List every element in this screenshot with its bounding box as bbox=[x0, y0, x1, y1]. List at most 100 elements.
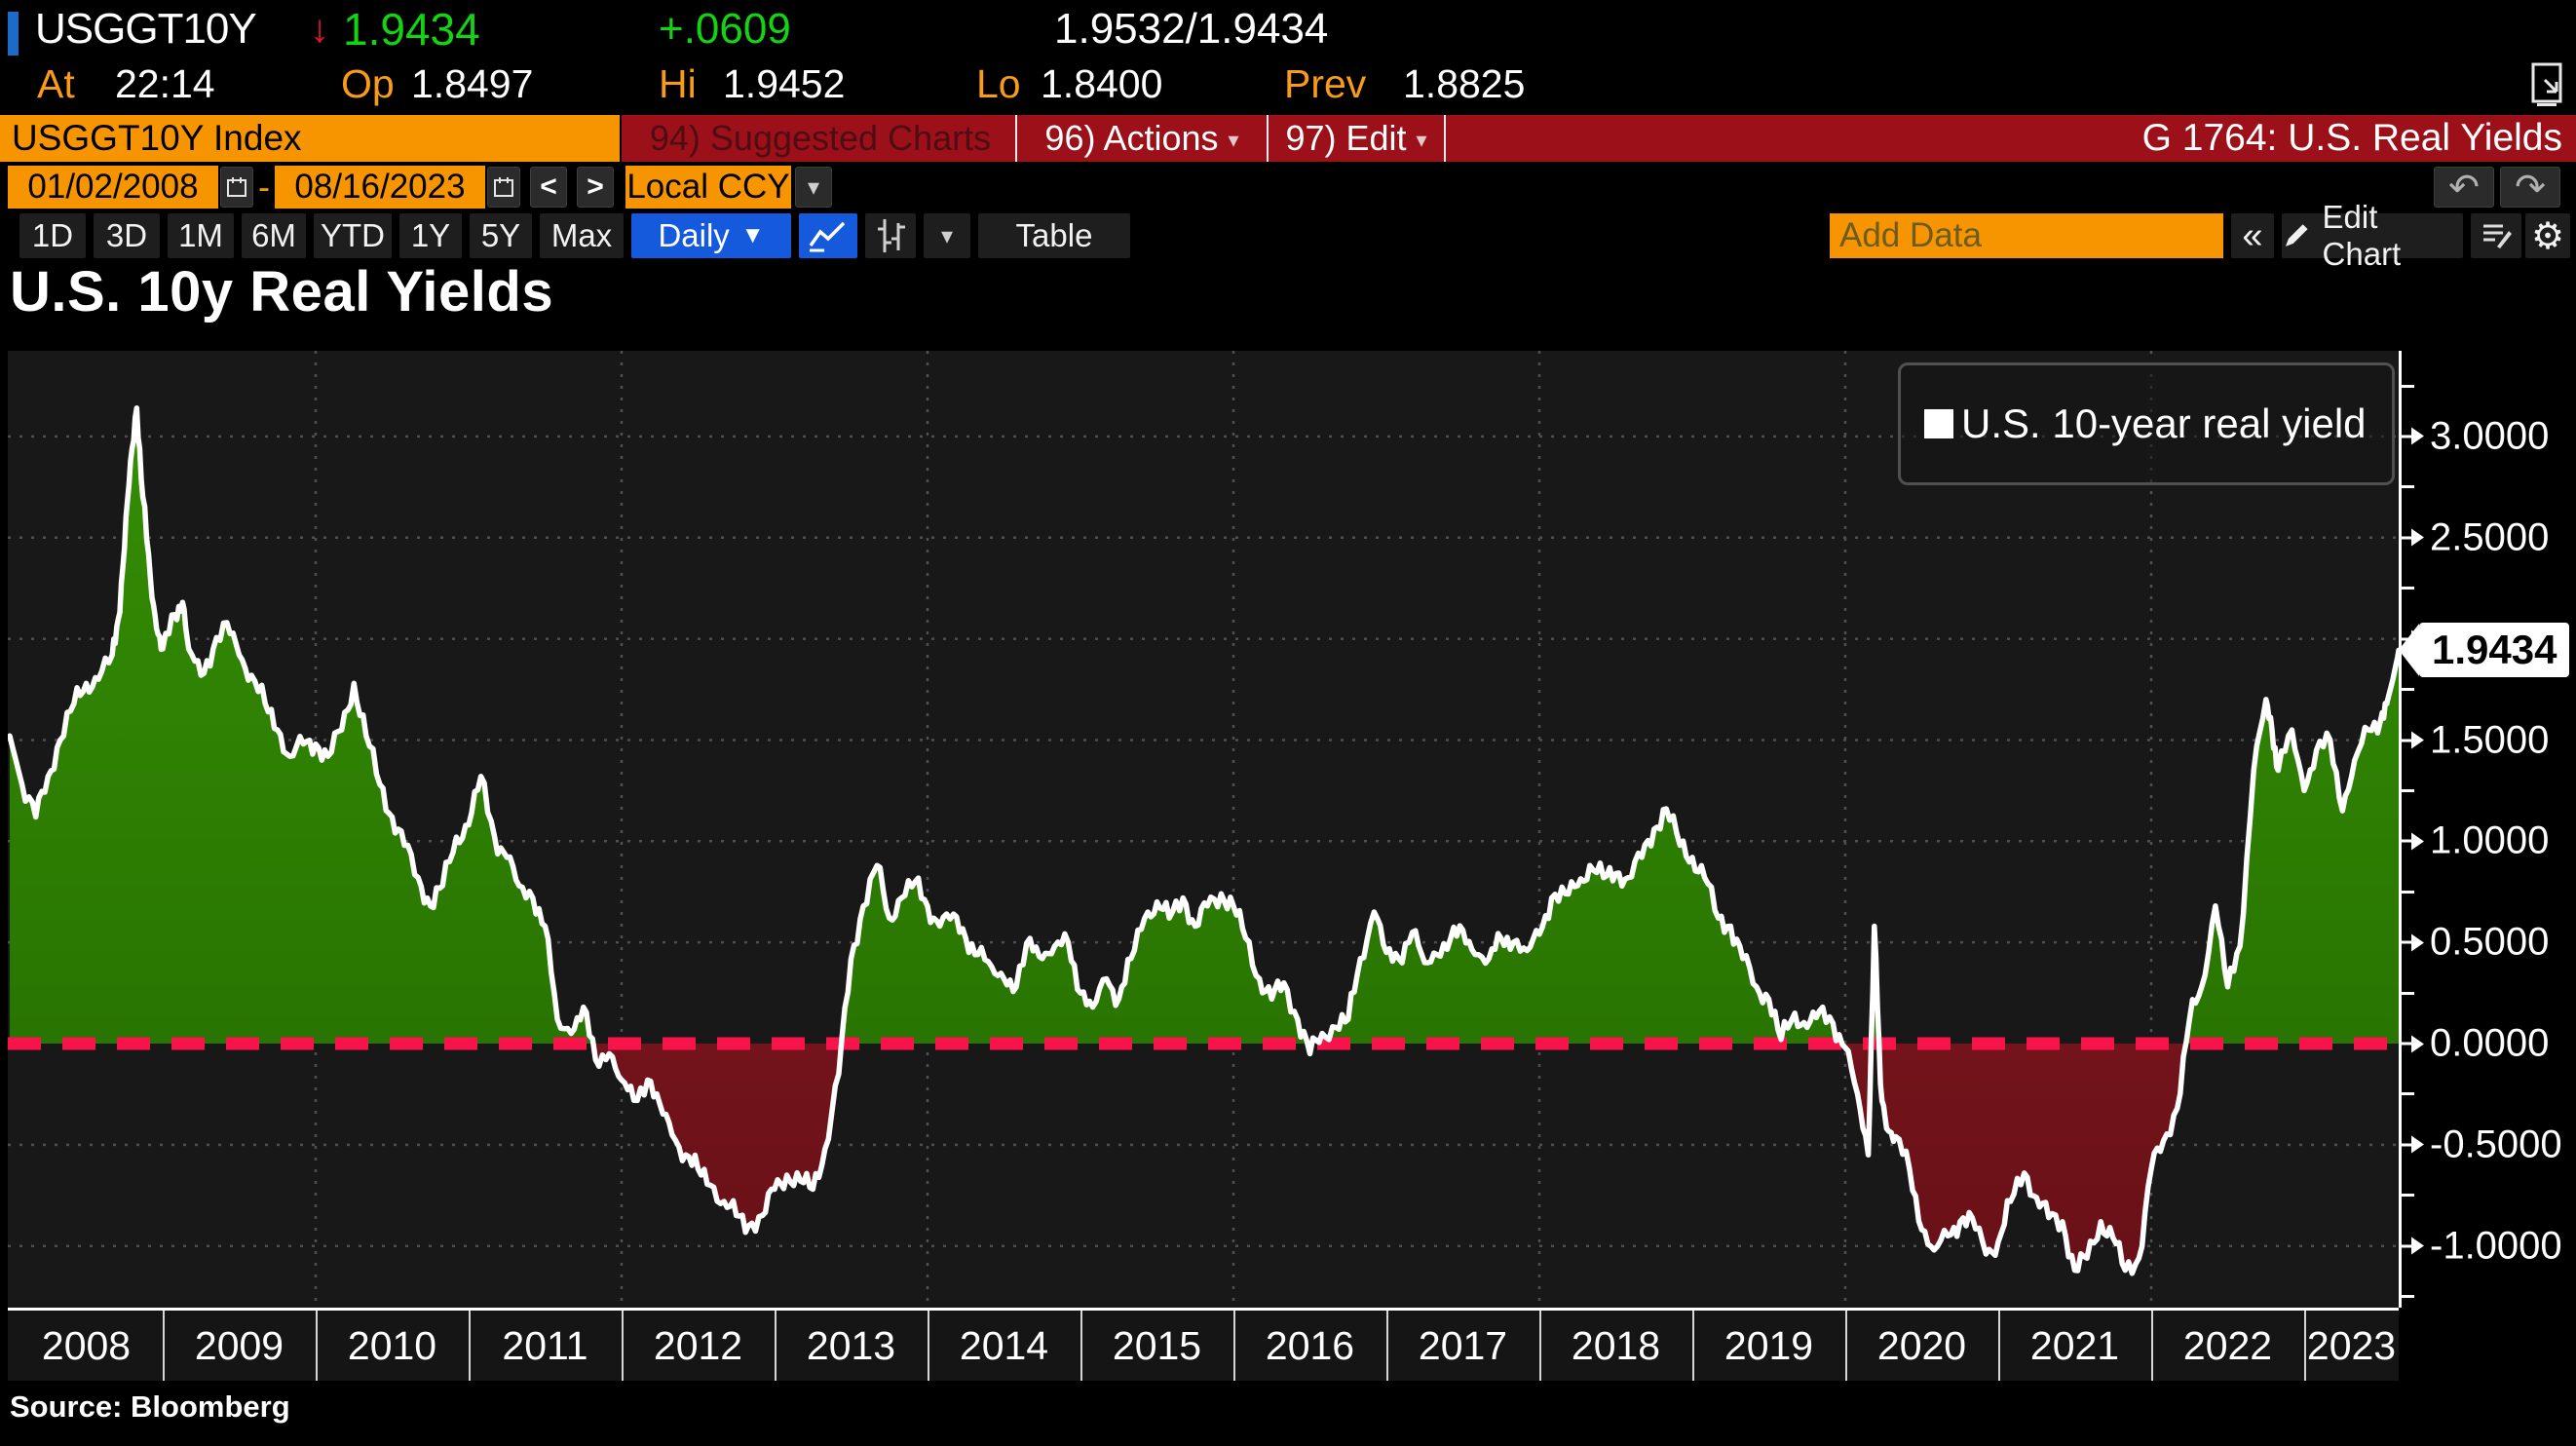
gear-icon: ⚙ bbox=[2530, 215, 2565, 257]
edit-chart-button[interactable]: Edit Chart bbox=[2282, 199, 2463, 272]
menu-separator bbox=[1444, 115, 1446, 162]
x-axis-year-label: 2011 bbox=[502, 1323, 588, 1368]
tick-arrow-icon bbox=[2411, 427, 2424, 445]
add-data-input[interactable] bbox=[1830, 213, 2223, 258]
y-axis-minor-tick bbox=[2402, 587, 2414, 590]
tick-arrow-icon bbox=[2411, 528, 2424, 547]
y-axis-tick-label: -1.0000 bbox=[2402, 1224, 2562, 1268]
legend-label: U.S. 10-year real yield bbox=[1961, 400, 2367, 446]
x-axis-separator bbox=[622, 1311, 624, 1381]
legend-swatch bbox=[1924, 409, 1953, 438]
menu-suggested-charts[interactable]: 94) Suggested Charts bbox=[649, 118, 992, 158]
line-chart-type-button[interactable] bbox=[799, 213, 857, 258]
chart-canvas[interactable]: ∠ Annotate bbox=[8, 351, 2399, 1308]
x-axis-year-label: 2015 bbox=[1112, 1323, 1202, 1368]
currency-select[interactable]: Local CCY bbox=[625, 166, 791, 209]
ticker-bar: USGGT10Y ↓ 1.9434 +.0609 1.9532/1.9434 bbox=[0, 0, 2576, 58]
menu-actions[interactable]: 96) Actions ▾ bbox=[1044, 118, 1239, 158]
frequency-select[interactable]: Daily ▼ bbox=[631, 213, 791, 258]
y-axis-tick-label: 1.5000 bbox=[2402, 718, 2549, 762]
low-value: 1.8400 bbox=[1041, 61, 1163, 106]
y-axis-minor-tick bbox=[2402, 1295, 2414, 1299]
y-axis-minor-tick bbox=[2402, 688, 2414, 691]
last-price: 1.9434 bbox=[343, 4, 480, 55]
tick-arrow-icon bbox=[2411, 832, 2424, 851]
tick-arrow-icon bbox=[2411, 731, 2424, 749]
y-axis-minor-tick bbox=[2402, 485, 2414, 489]
tick-arrow-icon bbox=[2411, 1035, 2424, 1052]
period-button-max[interactable]: Max bbox=[540, 213, 624, 258]
x-axis: 2008 2009 2010 2011 2012 2013 2014 2015 2016 2017… bbox=[8, 1308, 2399, 1381]
open-value: 1.8497 bbox=[411, 61, 534, 106]
x-axis-year-label: 2008 bbox=[41, 1323, 132, 1368]
last-price-flag: 1.9434 bbox=[2399, 623, 2570, 677]
x-axis-separator bbox=[163, 1311, 165, 1381]
menu-bar-background bbox=[622, 115, 2576, 162]
list-edit-icon bbox=[2483, 224, 2512, 248]
flag-pointer bbox=[2399, 624, 2419, 676]
x-axis-year-label: 2010 bbox=[347, 1323, 437, 1368]
chevron-down-icon: ▼ bbox=[740, 222, 765, 248]
chevron-down-icon: ▾ bbox=[1228, 128, 1239, 153]
collapse-panel-button[interactable]: « bbox=[2231, 213, 2274, 258]
x-axis-year-label: 2014 bbox=[959, 1323, 1049, 1368]
x-axis-separator bbox=[1539, 1311, 1541, 1381]
export-page-icon[interactable] bbox=[2523, 60, 2572, 109]
bid-ask: 1.9532/1.9434 bbox=[1054, 5, 1329, 53]
open-label: Op bbox=[341, 61, 395, 106]
settings-button[interactable]: ⚙ bbox=[2525, 213, 2570, 258]
range-forward-button[interactable]: > bbox=[577, 167, 614, 208]
start-date-calendar-icon[interactable] bbox=[220, 167, 253, 208]
chevron-down-icon: ▾ bbox=[807, 173, 820, 201]
x-axis-separator bbox=[1692, 1311, 1694, 1381]
at-value: 22:14 bbox=[115, 61, 215, 106]
date-range-separator: - bbox=[258, 167, 270, 207]
chart-type-dropdown-button[interactable]: ▾ bbox=[924, 213, 970, 258]
period-button-ytd[interactable]: YTD bbox=[314, 213, 392, 258]
x-axis-separator bbox=[2304, 1311, 2306, 1381]
table-button[interactable]: Table bbox=[978, 213, 1130, 258]
y-axis-minor-tick bbox=[2402, 991, 2414, 995]
y-axis-tick-label: 2.5000 bbox=[2402, 515, 2549, 559]
x-axis-separator bbox=[2151, 1311, 2153, 1381]
tick-arrow-icon bbox=[2411, 1237, 2424, 1255]
security-field[interactable]: USGGT10Y Index bbox=[0, 115, 620, 162]
x-axis-year-label: 2009 bbox=[194, 1323, 284, 1368]
x-axis-separator bbox=[775, 1311, 777, 1381]
undo-button[interactable]: ↶ bbox=[2434, 167, 2494, 209]
y-axis-minor-tick bbox=[2402, 1092, 2414, 1096]
security-color-bar bbox=[8, 12, 19, 56]
pencil-icon bbox=[2285, 224, 2308, 247]
period-button-6m[interactable]: 6M bbox=[242, 213, 306, 258]
y-axis-tick-label: 3.0000 bbox=[2402, 414, 2549, 458]
end-date-calendar-icon[interactable] bbox=[487, 167, 520, 208]
menu-separator bbox=[1267, 115, 1269, 162]
x-axis-separator bbox=[1080, 1311, 1082, 1381]
x-axis-year-label: 2013 bbox=[806, 1323, 896, 1368]
price-change: +.0609 bbox=[659, 5, 791, 53]
menu-edit[interactable]: 97) Edit ▾ bbox=[1285, 118, 1427, 158]
price-down-arrow-icon: ↓ bbox=[310, 8, 329, 51]
period-button-1d[interactable]: 1D bbox=[19, 213, 86, 258]
x-axis-separator bbox=[1386, 1311, 1388, 1381]
redo-button[interactable]: ↷ bbox=[2500, 167, 2560, 209]
chart-annotations-list-button[interactable] bbox=[2471, 213, 2521, 258]
prev-label: Prev bbox=[1284, 61, 1367, 106]
bar-chart-type-button[interactable] bbox=[865, 213, 916, 258]
legend-item[interactable]: U.S. 10-year real yield bbox=[1898, 362, 2395, 485]
y-axis-tick-label: 0.5000 bbox=[2402, 921, 2549, 965]
period-button-1y[interactable]: 1Y bbox=[399, 213, 462, 258]
start-date-input[interactable]: 01/02/2008 bbox=[8, 166, 218, 209]
chevron-down-icon: ▾ bbox=[1416, 128, 1427, 153]
period-button-5y[interactable]: 5Y bbox=[470, 213, 532, 258]
end-date-input[interactable]: 08/16/2023 bbox=[275, 166, 485, 209]
x-axis-separator bbox=[1998, 1311, 2000, 1381]
currency-dropdown-button[interactable]: ▾ bbox=[795, 167, 832, 208]
low-label: Lo bbox=[976, 61, 1021, 106]
y-axis-minor-tick bbox=[2402, 1194, 2414, 1198]
x-axis-year-label: 2021 bbox=[2029, 1323, 2120, 1368]
period-button-3d[interactable]: 3D bbox=[94, 213, 160, 258]
period-button-1m[interactable]: 1M bbox=[168, 213, 234, 258]
range-back-button[interactable]: < bbox=[530, 167, 567, 208]
